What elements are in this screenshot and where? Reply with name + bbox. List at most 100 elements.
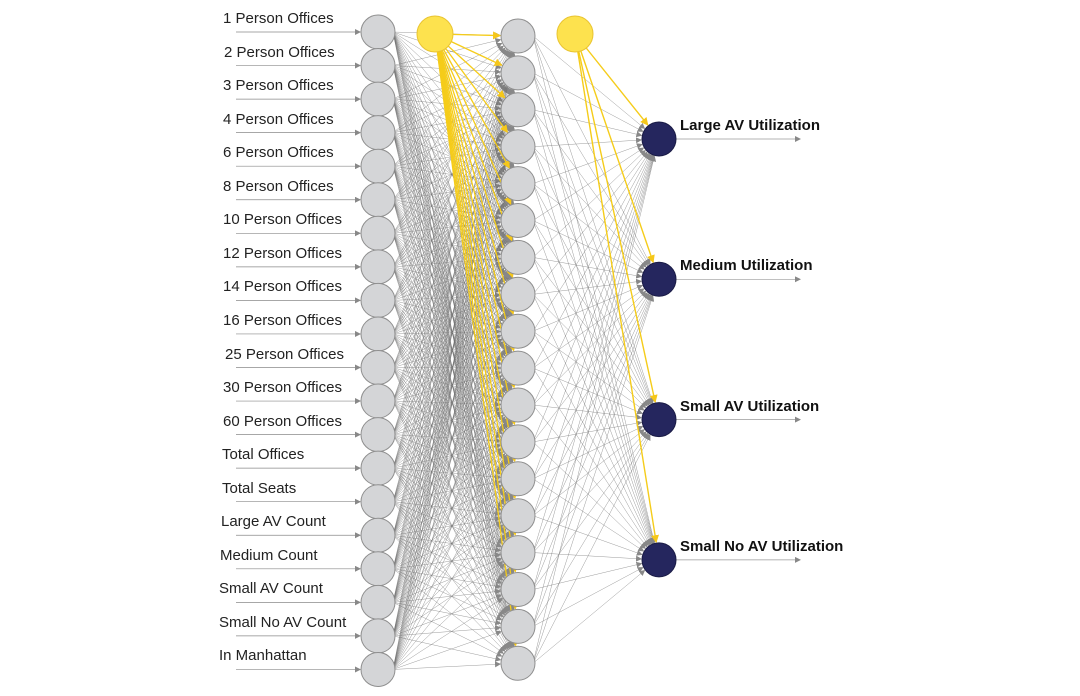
input-node bbox=[360, 48, 396, 84]
edge-input-hidden bbox=[392, 568, 504, 654]
edge-hidden-output bbox=[532, 569, 646, 664]
edge-input-hidden bbox=[392, 451, 504, 536]
input-label: In Manhattan bbox=[219, 647, 307, 665]
edge-input-hidden bbox=[392, 52, 514, 435]
edge-input-hidden bbox=[392, 333, 502, 366]
edge-input-hidden bbox=[392, 86, 509, 267]
edge-input-hidden bbox=[392, 487, 504, 569]
input-label: Small No AV Count bbox=[219, 613, 347, 631]
edge-input-hidden bbox=[392, 467, 504, 544]
edge-input-hidden bbox=[392, 602, 502, 626]
edge-input-hidden bbox=[392, 420, 511, 670]
hidden-node bbox=[500, 166, 536, 202]
hidden-node bbox=[500, 55, 536, 91]
edge-hidden-output bbox=[532, 35, 657, 544]
edge-input-hidden bbox=[392, 484, 503, 536]
input-label: 6 Person Offices bbox=[223, 144, 334, 162]
edge-input-hidden bbox=[392, 343, 506, 469]
edge-hidden-output bbox=[532, 441, 646, 550]
edge-input-hidden bbox=[392, 163, 516, 670]
input-label: 8 Person Offices bbox=[223, 177, 334, 195]
bias-edge-hidden bbox=[434, 33, 518, 499]
edge-hidden-output bbox=[532, 35, 651, 265]
output-arrows bbox=[676, 136, 801, 563]
edge-input-hidden bbox=[392, 51, 513, 368]
edge-hidden-output bbox=[532, 257, 653, 545]
edge-input-hidden bbox=[392, 528, 507, 670]
edge-input-hidden bbox=[392, 52, 514, 469]
edge-hidden-output bbox=[532, 257, 643, 279]
input-node bbox=[360, 81, 396, 117]
edge-input-hidden bbox=[392, 225, 502, 268]
hidden-node bbox=[500, 424, 536, 460]
hidden-node bbox=[500, 276, 536, 312]
edge-input-hidden bbox=[392, 300, 509, 502]
hidden-node bbox=[500, 608, 536, 644]
bias-edge-hidden bbox=[434, 33, 512, 205]
input-node bbox=[360, 383, 396, 419]
edge-input-hidden bbox=[392, 535, 504, 618]
input-label: 10 Person Offices bbox=[223, 211, 342, 229]
edge-hidden-output bbox=[532, 151, 648, 295]
hidden-node bbox=[500, 203, 536, 238]
edge-hidden-output bbox=[532, 109, 656, 544]
edge-input-hidden bbox=[392, 52, 515, 502]
edge-input-hidden bbox=[392, 51, 512, 335]
edge-input-hidden bbox=[392, 333, 509, 539]
edge-hidden-output bbox=[532, 155, 656, 627]
input-label: 25 Person Offices bbox=[225, 345, 344, 363]
edge-hidden-output bbox=[532, 367, 649, 547]
edge-hidden-output bbox=[532, 155, 657, 664]
edge-input-hidden bbox=[392, 199, 503, 252]
input-label: Large AV Count bbox=[221, 513, 326, 531]
edge-hidden-output bbox=[532, 146, 652, 405]
edge-hidden-output bbox=[532, 155, 656, 590]
edge-input-hidden bbox=[392, 122, 507, 267]
edge-hidden-output bbox=[532, 478, 645, 552]
input-label: 3 Person Offices bbox=[223, 77, 334, 95]
input-node bbox=[360, 484, 396, 520]
edge-hidden-output bbox=[532, 567, 644, 627]
bias-edge-hidden bbox=[434, 33, 508, 134]
hidden-node bbox=[500, 572, 536, 607]
nodes bbox=[360, 14, 677, 687]
edge-input-hidden bbox=[392, 50, 510, 267]
edge-input-hidden bbox=[392, 304, 505, 402]
edge-hidden-output bbox=[532, 278, 643, 295]
edge-input-hidden bbox=[392, 414, 504, 502]
edge-input-hidden bbox=[392, 198, 510, 435]
edge-hidden-output bbox=[532, 146, 647, 268]
bias-edge-hidden bbox=[434, 33, 518, 536]
output-label: Large AV Utilization bbox=[680, 117, 821, 134]
edge-input-hidden bbox=[392, 400, 502, 439]
edge-input-hidden bbox=[392, 87, 510, 301]
edge-input-hidden bbox=[392, 535, 506, 652]
bias-edge-output bbox=[574, 33, 660, 544]
bias-edge-output bbox=[574, 33, 658, 403]
edge-input-hidden bbox=[392, 118, 504, 200]
edge-input-hidden bbox=[392, 152, 503, 200]
edge-input-hidden bbox=[392, 490, 506, 603]
edge-input-hidden bbox=[392, 124, 510, 368]
edge-input-hidden bbox=[392, 199, 510, 428]
edge-input-hidden bbox=[392, 300, 510, 538]
edge-input-hidden bbox=[392, 416, 506, 536]
edge-input-hidden bbox=[392, 448, 503, 502]
edge-hidden-output bbox=[532, 155, 655, 553]
bias-edge-hidden bbox=[434, 33, 510, 169]
edge-input-hidden bbox=[392, 267, 505, 368]
edge-input-hidden bbox=[392, 561, 504, 637]
output-label: Small AV Utilization bbox=[680, 397, 820, 415]
edge-input-hidden bbox=[392, 630, 502, 670]
input-node bbox=[360, 450, 396, 486]
output-node bbox=[641, 542, 677, 578]
input-node bbox=[360, 584, 396, 620]
edge-input-hidden bbox=[392, 52, 516, 636]
edge-input-hidden bbox=[392, 306, 506, 435]
input-label: 4 Person Offices bbox=[223, 110, 334, 128]
edge-input-hidden bbox=[392, 602, 503, 657]
edge-input-hidden bbox=[392, 199, 515, 670]
input-label: 1 Person Offices bbox=[223, 10, 334, 27]
edge-input-hidden bbox=[392, 85, 507, 234]
